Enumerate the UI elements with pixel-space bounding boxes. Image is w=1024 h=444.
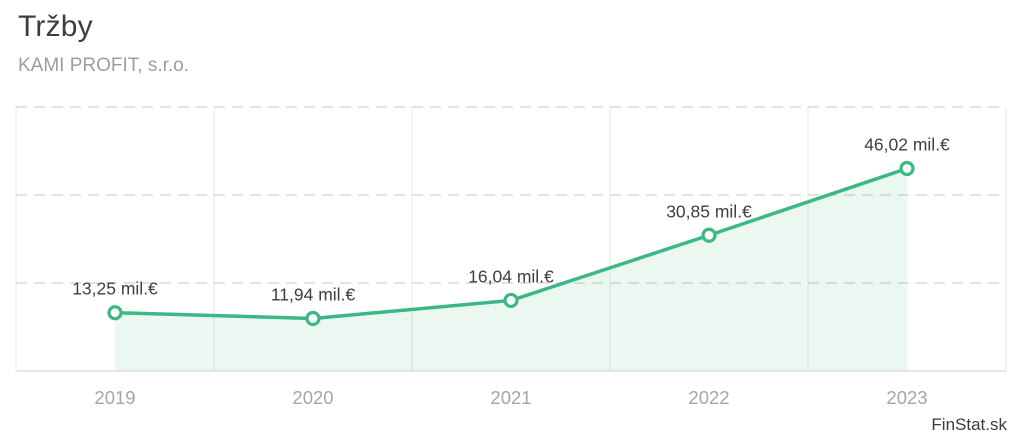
value-label-2019: 13,25 mil.€	[72, 279, 158, 299]
x-tick-label-2020: 2020	[292, 387, 333, 408]
data-point-2020[interactable]	[305, 310, 321, 327]
x-tick-label-2022: 2022	[688, 387, 729, 408]
page-title: Tržby	[18, 10, 93, 43]
finstat-watermark: FinStat.sk	[931, 415, 1007, 434]
x-tick-label-2023: 2023	[886, 387, 927, 408]
data-point-2022[interactable]	[701, 227, 717, 243]
data-point-2019[interactable]	[107, 305, 123, 321]
value-label-2023: 46,02 mil.€	[864, 135, 950, 155]
x-tick-label-2019: 2019	[94, 387, 135, 408]
value-label-2020: 11,94 mil.€	[271, 284, 356, 304]
x-tick-label-2021: 2021	[490, 387, 531, 408]
company-name: KAMI PROFIT, s.r.o.	[18, 55, 190, 76]
data-point-2023[interactable]	[899, 160, 915, 177]
value-label-2022: 30,85 mil.€	[666, 201, 752, 221]
value-label-2021: 16,04 mil.€	[468, 266, 554, 286]
data-point-2021[interactable]	[503, 292, 519, 309]
